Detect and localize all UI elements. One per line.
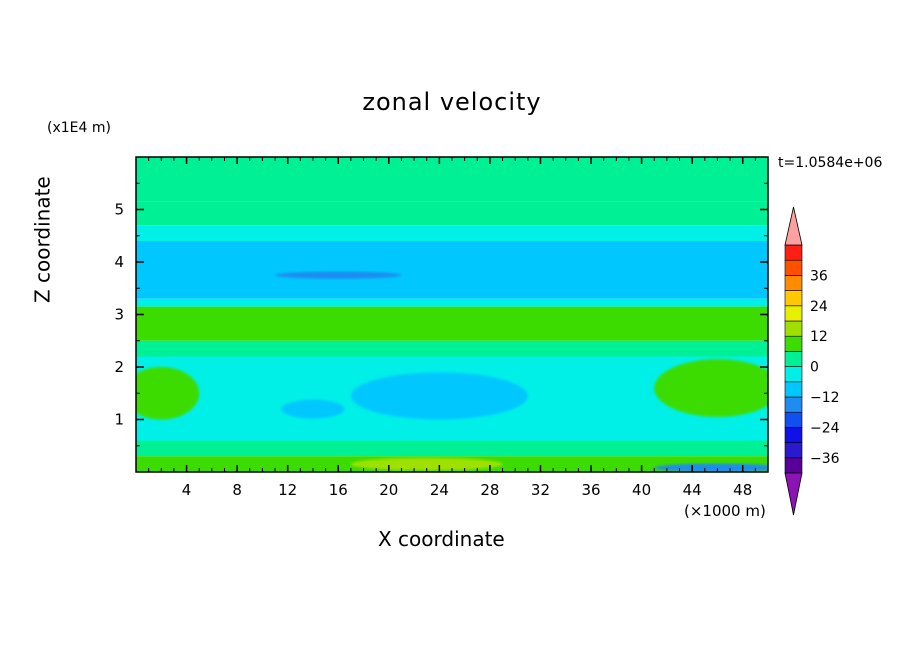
colorbar-over-arrow — [784, 206, 803, 246]
contour-field — [136, 157, 768, 472]
colorbar-tick-label-6: −36 — [810, 451, 840, 467]
contour-band-0 — [136, 157, 768, 189]
colorbar-segment-14 — [784, 244, 803, 261]
x-tick-label-4: 20 — [379, 481, 398, 499]
x-tick-label-9: 40 — [632, 481, 651, 499]
colorbar-segment-5 — [784, 381, 803, 398]
colorbar-segment-0 — [784, 457, 803, 474]
colorbar-under-arrow — [784, 472, 803, 516]
y-tick-label-2: 3 — [114, 306, 124, 324]
chart-title: zonal velocity — [362, 88, 542, 116]
x-tick-label-0: 4 — [182, 481, 192, 499]
timestamp-label: t=1.0584e+06 — [778, 155, 883, 171]
colorbar-tick-label-4: −12 — [810, 390, 840, 406]
x-axis-unit: (×1000 m) — [684, 502, 766, 520]
colorbar-segment-3 — [784, 411, 803, 428]
contour-band-2 — [136, 201, 768, 226]
contour-band-6 — [136, 306, 768, 341]
contour-feature-2 — [654, 359, 768, 417]
contour-band-5 — [136, 298, 768, 307]
x-tick-label-10: 44 — [683, 481, 702, 499]
colorbar-segment-12 — [784, 275, 803, 291]
contour-band-7 — [136, 340, 768, 357]
colorbar-tick-label-5: −24 — [810, 420, 840, 436]
colorbar-segment-7 — [784, 351, 803, 367]
colorbar-segment-1 — [784, 442, 803, 459]
contour-band-1 — [136, 188, 768, 202]
x-tick-label-1: 8 — [232, 481, 242, 499]
colorbar-segment-10 — [784, 305, 803, 322]
x-tick-label-6: 28 — [480, 481, 499, 499]
x-tick-label-11: 48 — [733, 481, 752, 499]
colorbar-tick-label-1: 24 — [810, 299, 828, 315]
x-tick-label-7: 32 — [531, 481, 550, 499]
y-tick-label-4: 5 — [114, 201, 124, 219]
x-tick-label-8: 36 — [581, 481, 600, 499]
x-axis-label: X coordinate — [378, 527, 505, 551]
colorbar-tick-label-0: 36 — [810, 268, 828, 284]
contour-feature-3 — [136, 367, 200, 420]
contour-band-9 — [136, 440, 768, 457]
x-tick-label-2: 12 — [278, 481, 297, 499]
contour-feature-1 — [275, 271, 402, 279]
y-tick-label-0: 1 — [114, 411, 124, 429]
colorbar-segment-13 — [784, 259, 803, 276]
contour-band-3 — [136, 225, 768, 241]
colorbar-segment-11 — [784, 290, 803, 307]
colorbar-tick-label-2: 12 — [810, 329, 828, 345]
contour-band-4 — [136, 241, 768, 299]
colorbar-segment-4 — [784, 396, 803, 413]
y-axis-unit: (x1E4 m) — [47, 120, 111, 136]
colorbar-segment-6 — [784, 366, 803, 383]
colorbar: 36 24 12 0 −12 −24 −36 — [784, 206, 840, 516]
colorbar-segment-9 — [784, 320, 803, 337]
y-tick-label-1: 2 — [114, 358, 124, 376]
contour-feature-5 — [654, 463, 768, 472]
colorbar-segment-2 — [784, 427, 803, 443]
contour-feature-0 — [350, 372, 528, 420]
y-tick-label-3: 4 — [114, 253, 124, 271]
colorbar-tick-label-3: 0 — [810, 360, 819, 376]
colorbar-segment-8 — [784, 335, 803, 352]
contour-feature-6 — [281, 399, 345, 419]
x-tick-label-5: 24 — [430, 481, 449, 499]
x-tick-label-3: 16 — [329, 481, 348, 499]
